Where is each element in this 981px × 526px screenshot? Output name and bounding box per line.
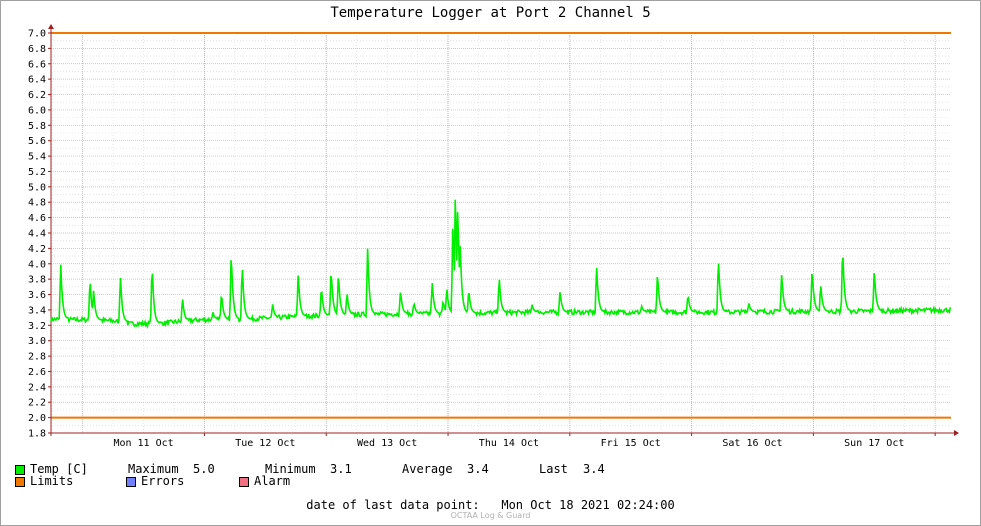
limits-swatch (15, 477, 25, 487)
legend-temp-label: Temp [C] (30, 462, 88, 476)
stat-min-label: Minimum (265, 462, 316, 476)
y-tick-label: 4.4 (28, 229, 46, 240)
y-tick-label: 2.6 (28, 367, 46, 378)
x-tick-label: Wed 13 Oct (357, 438, 417, 449)
errors-swatch (126, 477, 136, 487)
y-tick-label: 3.6 (28, 290, 46, 301)
y-tick-label: 3.8 (28, 275, 46, 286)
x-tick-label: Tue 12 Oct (235, 438, 295, 449)
stat-avg-label: Average (402, 462, 453, 476)
legend-limits-label: Limits (30, 474, 74, 488)
stat-avg-value: 3.4 (467, 462, 489, 476)
x-tick-label: Sun 17 Oct (844, 438, 904, 449)
y-tick-label: 6.6 (28, 59, 46, 70)
y-tick-label: 2.2 (28, 398, 46, 409)
y-tick-label: 1.8 (28, 429, 46, 440)
x-tick-label: Thu 14 Oct (479, 438, 539, 449)
y-tick-label: 5.8 (28, 121, 46, 132)
legend-alarm-label: Alarm (254, 474, 291, 488)
stat-max-label: Maximum (128, 462, 179, 476)
y-tick-label: 2.4 (28, 382, 46, 393)
temp-series-line (50, 199, 952, 330)
y-tick-label: 6.4 (28, 75, 46, 86)
y-tick-label: 3.0 (28, 336, 46, 347)
y-tick-label: 4.6 (28, 213, 46, 224)
x-tick-label: Mon 11 Oct (113, 438, 173, 449)
stat-max-value: 5.0 (193, 462, 215, 476)
y-tick-label: 6.0 (28, 105, 46, 116)
y-tick-label: 2.8 (28, 352, 46, 363)
y-tick-label: 7.0 (28, 29, 46, 40)
y-tick-label: 5.4 (28, 152, 46, 163)
credit-text: OCTAA Log & Guard (450, 511, 531, 520)
x-tick-label: Fri 15 Oct (601, 438, 661, 449)
y-tick-label: 5.6 (28, 136, 46, 147)
y-tick-label: 4.2 (28, 244, 46, 255)
x-axis-arrow (954, 430, 959, 436)
stat-last-value: 3.4 (583, 462, 605, 476)
y-tick-label: 4.0 (28, 259, 46, 270)
y-axis-arrow (48, 24, 54, 29)
stat-min-value: 3.1 (330, 462, 352, 476)
last-point-value: Mon Oct 18 2021 02:24:00 (501, 498, 675, 512)
legend-errors-label: Errors (141, 474, 185, 488)
y-tick-label: 6.8 (28, 44, 46, 55)
y-tick-label: 5.0 (28, 182, 46, 193)
chart-title: Temperature Logger at Port 2 Channel 5 (330, 5, 651, 21)
y-tick-label: 5.2 (28, 167, 46, 178)
y-tick-label: 4.8 (28, 198, 46, 209)
stat-last-label: Last (539, 462, 568, 476)
last-data-point: date of last data point: Mon Oct 18 2021… (0, 498, 981, 512)
alarm-swatch (239, 477, 249, 487)
x-tick-label: Sat 16 Oct (722, 438, 782, 449)
last-point-label: date of last data point: (306, 498, 480, 512)
y-tick-label: 2.0 (28, 413, 46, 424)
y-tick-label: 3.4 (28, 305, 46, 316)
y-tick-label: 6.2 (28, 90, 46, 101)
temp-swatch (15, 465, 25, 475)
y-tick-label: 3.2 (28, 321, 46, 332)
